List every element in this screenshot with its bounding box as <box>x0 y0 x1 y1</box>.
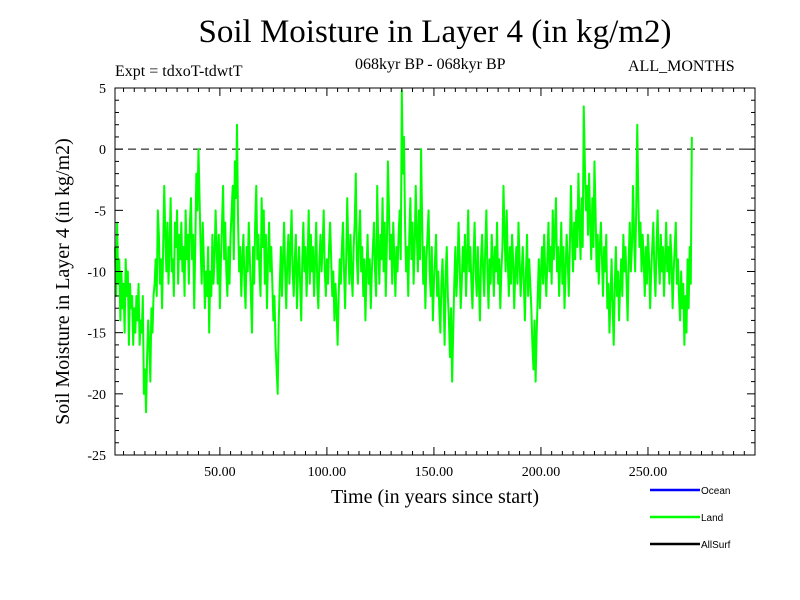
x-tick-label: 250.00 <box>629 465 668 480</box>
y-tick-label: -15 <box>87 327 106 342</box>
y-tick-label: -25 <box>87 449 106 464</box>
x-tick-label: 50.00 <box>204 465 236 480</box>
chart-title: Soil Moisture in Layer 4 (in kg/m2) <box>198 14 672 50</box>
legend-label-ocean: Ocean <box>701 486 730 497</box>
y-tick-label: 0 <box>99 143 106 158</box>
period-label: 068kyr BP - 068kyr BP <box>355 56 506 73</box>
legend: Ocean Land AllSurf <box>650 486 731 551</box>
axes: 50.00 100.00 150.00 200.00 250.00 5 0 -5 -10 -15 -… <box>87 82 756 480</box>
y-axis-title: Soil Moisture in Layer 4 (in kg/m2) <box>52 138 74 425</box>
months-label: ALL_MONTHS <box>628 58 735 75</box>
series-line-land <box>114 89 693 414</box>
y-tick-label: -5 <box>94 204 106 219</box>
y-tick-label: -20 <box>87 388 106 403</box>
plot-area <box>114 89 755 414</box>
x-axis-title: Time (in years since start) <box>331 486 539 508</box>
legend-label-allsurf: AllSurf <box>701 540 731 551</box>
x-tick-label: 200.00 <box>522 465 561 480</box>
x-tick-label: 100.00 <box>308 465 347 480</box>
y-tick-label: 5 <box>99 82 106 97</box>
y-tick-label: -10 <box>87 266 106 281</box>
experiment-label: Expt = tdxoT-tdwtT <box>115 63 243 80</box>
x-tick-label: 150.00 <box>415 465 454 480</box>
legend-label-land: Land <box>701 513 723 524</box>
